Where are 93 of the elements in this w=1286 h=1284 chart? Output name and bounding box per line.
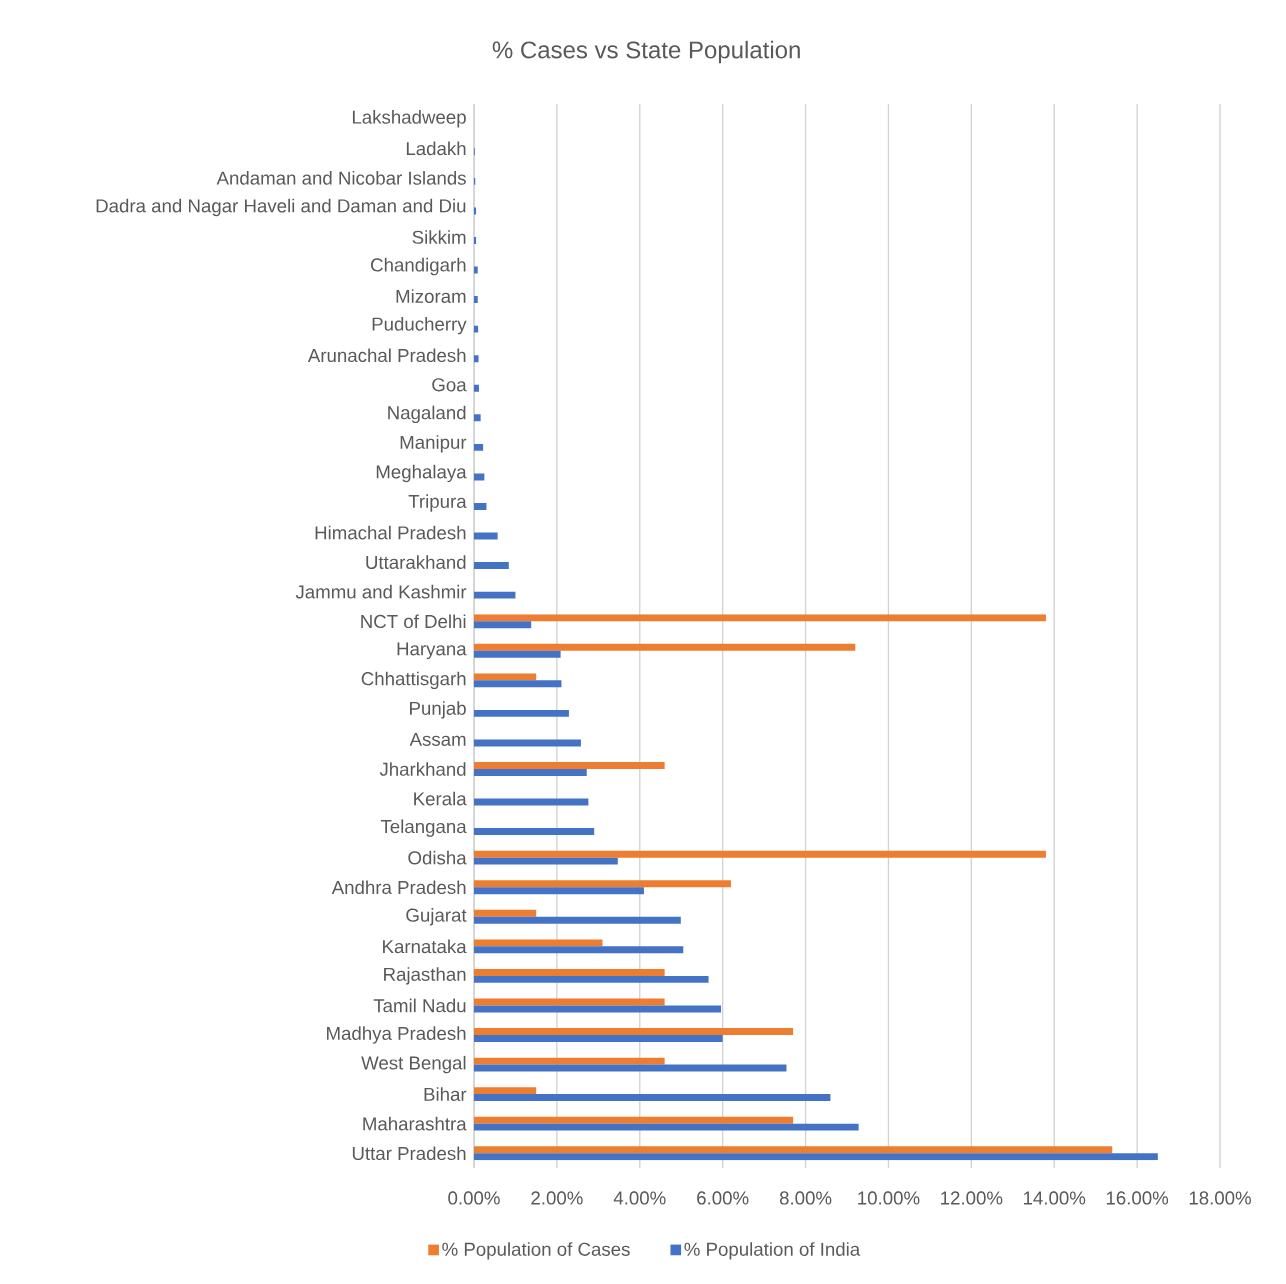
x-tick-label: 4.00% [613, 1191, 666, 1205]
bar [474, 355, 479, 363]
y-tick-label: Manipur [400, 435, 467, 453]
bar [474, 643, 856, 651]
y-tick-label: Jammu and Kashmir [295, 584, 467, 599]
bar [474, 673, 537, 681]
bar [474, 591, 516, 599]
chart-title: % Cases vs State Population [492, 40, 800, 64]
y-tick-label: Gujarat [406, 908, 467, 926]
y-tick-label: NCT of Delhi [361, 614, 466, 629]
bar [474, 798, 589, 806]
x-tick-label: 2.00% [531, 1191, 583, 1205]
bar [474, 1028, 794, 1036]
y-tick-label: Lakshadweep [352, 110, 466, 128]
bar [474, 769, 587, 776]
bar [474, 266, 478, 274]
x-tick-label: 8.00% [779, 1191, 832, 1205]
y-tick-label: Puducherry [372, 316, 467, 335]
y-tick-label: Tripura [408, 494, 467, 512]
legend-label: % Population of India [684, 1242, 861, 1260]
bar [474, 621, 532, 629]
y-tick-label: Arunachal Pradesh [307, 348, 466, 363]
x-tick-label: 0.00% [448, 1191, 500, 1205]
y-tick-label: Karnataka [383, 939, 467, 954]
bar [474, 237, 477, 244]
y-tick-label: Himachal Pradesh [315, 525, 466, 540]
bar [474, 1035, 723, 1042]
y-tick-label: Uttarakhand [366, 555, 466, 569]
bar [474, 1146, 1113, 1154]
bar [474, 939, 603, 947]
bar [474, 946, 684, 954]
y-tick-label: Dadra and Nagar Haveli and Daman and Diu [96, 198, 466, 217]
bar [474, 857, 618, 865]
y-tick-label: Mizoram [396, 289, 466, 303]
bar [474, 503, 487, 510]
y-tick-label: Goa [432, 378, 467, 392]
bar [474, 762, 665, 770]
bar [474, 1094, 831, 1102]
bar [474, 909, 537, 917]
y-tick-label: Assam [409, 732, 466, 746]
x-tick-label: 6.00% [697, 1191, 749, 1205]
bar [474, 384, 479, 392]
bar [474, 1116, 794, 1124]
bar [474, 916, 681, 924]
bar [474, 1123, 859, 1131]
bar [474, 296, 478, 304]
y-tick-label: Nagaland [388, 405, 466, 424]
y-tick-label: Chandigarh [371, 257, 466, 276]
bar [474, 414, 481, 422]
legend-label: % Population of Cases [442, 1242, 630, 1260]
y-tick-label: Haryana [397, 642, 467, 660]
y-tick-label: Bihar [424, 1087, 467, 1101]
bar [474, 828, 595, 836]
x-tick-label: 14.00% [1023, 1191, 1086, 1205]
y-tick-label: Odisha [408, 850, 467, 865]
bar [474, 968, 665, 976]
bar [474, 680, 562, 688]
y-tick-label: Punjab [410, 701, 466, 719]
bar [474, 880, 731, 888]
y-tick-label: West Bengal [361, 1055, 466, 1074]
y-tick-label: Meghalaya [376, 464, 467, 483]
bar [474, 562, 509, 570]
bar [474, 709, 569, 717]
bar [474, 473, 485, 481]
y-tick-label: Ladakh [406, 141, 466, 156]
y-tick-label: Andhra Pradesh [331, 880, 466, 895]
y-tick-label: Jharkhand [379, 762, 466, 776]
bar [474, 1005, 722, 1013]
y-tick-label: Rajasthan [384, 967, 466, 985]
bar [474, 739, 581, 747]
bar [474, 325, 479, 333]
y-tick-label: Telangana [380, 819, 467, 837]
bar [474, 1087, 537, 1095]
x-tick-label: 18.00% [1189, 1191, 1251, 1205]
bar [474, 850, 1046, 858]
y-tick-label: Uttar Pradesh [352, 1146, 466, 1161]
x-tick-label: 16.00% [1106, 1191, 1169, 1205]
bar [474, 1153, 1158, 1161]
bar [474, 887, 644, 895]
x-tick-label: 10.00% [858, 1191, 920, 1205]
bar [474, 650, 561, 658]
bar [474, 443, 484, 451]
y-tick-label: Andaman and Nicobar Islands [216, 171, 466, 185]
y-tick-label: Tamil Nadu [373, 998, 466, 1013]
y-tick-label: Kerala [414, 791, 467, 806]
y-tick-label: Maharashtra [363, 1116, 467, 1131]
y-tick-label: Sikkim [412, 230, 466, 244]
bar [474, 975, 709, 983]
bar [474, 1057, 665, 1065]
bar [474, 207, 477, 215]
y-tick-label: Madhya Pradesh [327, 1026, 466, 1044]
x-tick-label: 12.00% [941, 1191, 1003, 1205]
y-tick-label: Chhattisgarh [361, 671, 466, 690]
